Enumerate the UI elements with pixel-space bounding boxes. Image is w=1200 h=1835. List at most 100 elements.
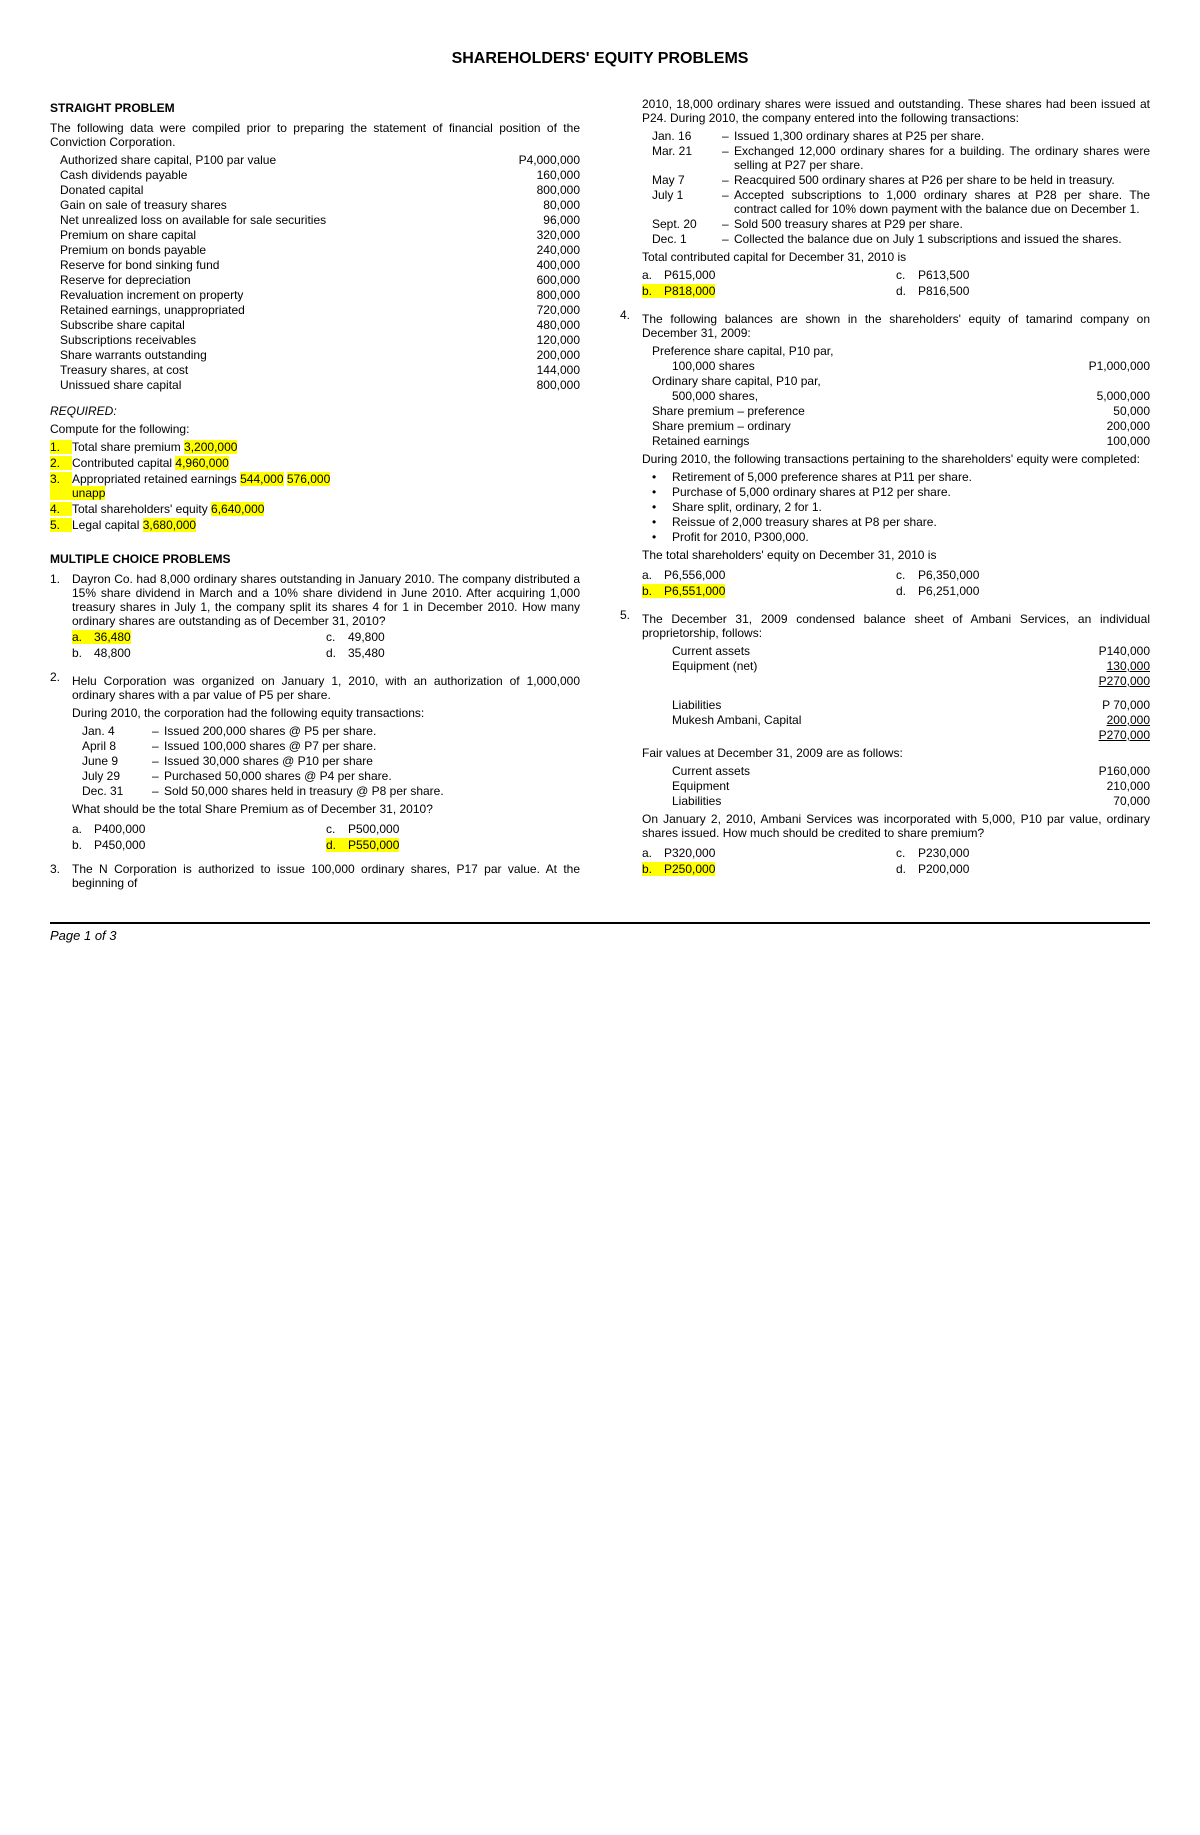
bs-value: P270,000 — [1060, 728, 1150, 742]
q4-b-letter: b. — [642, 584, 664, 598]
trans-date: May 7 — [652, 173, 722, 187]
table-value: P4,000,000 — [490, 153, 580, 167]
q5-choices-2: b.P250,000 d.P200,000 — [642, 862, 1150, 876]
table-label: Cash dividends payable — [60, 168, 490, 182]
table-value: 800,000 — [490, 183, 580, 197]
bs-value: 70,000 — [1060, 794, 1150, 808]
content-columns: STRAIGHT PROBLEM The following data were… — [50, 93, 1150, 892]
bullet-text: Share split, ordinary, 2 for 1. — [672, 500, 1150, 514]
q4-choices-2: b.P6,551,000 d.P6,251,000 — [642, 584, 1150, 598]
table-value: 120,000 — [490, 333, 580, 347]
bal-value: 5,000,000 — [1060, 389, 1150, 403]
q2-c-letter: c. — [326, 822, 348, 836]
q5-a-letter: a. — [642, 846, 664, 860]
trans-date: July 1 — [652, 188, 722, 216]
question-2: 2. Helu Corporation was organized on Jan… — [50, 670, 580, 820]
trans-desc: Sold 50,000 shares held in treasury @ P8… — [164, 784, 580, 798]
trans-desc: Issued 1,300 ordinary shares at P25 per … — [734, 129, 1150, 143]
q1-a-letter: a. — [72, 630, 94, 644]
q2-choices: a.P400,000 c.P500,000 — [72, 822, 580, 836]
table-label: Unissued share capital — [60, 378, 490, 392]
bal-label: Retained earnings — [652, 434, 1060, 448]
bs-label — [672, 674, 1060, 688]
q1-d: 35,480 — [348, 646, 385, 660]
q1-b-letter: b. — [72, 646, 94, 660]
trans-date: Dec. 31 — [82, 784, 152, 798]
trans-date: Jan. 4 — [82, 724, 152, 738]
req-body: Appropriated retained earnings 544,000 5… — [72, 472, 580, 500]
q1-choices-2: b.48,800 d.35,480 — [72, 646, 580, 660]
q2-b-letter: b. — [72, 838, 94, 852]
q1-number: 1. — [50, 572, 72, 628]
q2-ask: What should be the total Share Premium a… — [72, 802, 580, 816]
bullet-icon: • — [652, 530, 672, 544]
table-label: Premium on share capital — [60, 228, 490, 242]
q5-fv: Current assetsP160,000Equipment210,000Li… — [642, 764, 1150, 808]
bs-label: Current assets — [672, 644, 1060, 658]
table-label: Treasury shares, at cost — [60, 363, 490, 377]
table-value: 480,000 — [490, 318, 580, 332]
q4-a: P6,556,000 — [664, 568, 725, 582]
trans-date: April 8 — [82, 739, 152, 753]
bal-label: Share premium – ordinary — [652, 419, 1060, 433]
q5-number: 5. — [620, 608, 642, 844]
mcp-title: MULTIPLE CHOICE PROBLEMS — [50, 552, 580, 566]
q1-d-letter: d. — [326, 646, 348, 660]
table-label: Gain on sale of treasury shares — [60, 198, 490, 212]
bal-label: Ordinary share capital, P10 par, — [652, 374, 1060, 388]
q4-body: The following balances are shown in the … — [642, 308, 1150, 566]
bullet-text: Purchase of 5,000 ordinary shares at P12… — [672, 485, 1150, 499]
table-label: Revaluation increment on property — [60, 288, 490, 302]
bs-label: Liabilities — [672, 698, 1060, 712]
bullet-text: Retirement of 5,000 preference shares at… — [672, 470, 1150, 484]
table-value: 320,000 — [490, 228, 580, 242]
straight-intro: The following data were compiled prior t… — [50, 121, 580, 149]
q5-inc: On January 2, 2010, Ambani Services was … — [642, 812, 1150, 840]
bs-value: 200,000 — [1060, 713, 1150, 727]
q5-c: P230,000 — [918, 846, 969, 860]
q2-intro: Helu Corporation was organized on Januar… — [72, 674, 580, 702]
table-value: 80,000 — [490, 198, 580, 212]
table-label: Share warrants outstanding — [60, 348, 490, 362]
bal-value: P1,000,000 — [1060, 359, 1150, 373]
trans-date: Mar. 21 — [652, 144, 722, 172]
bullet-icon: • — [652, 485, 672, 499]
trans-date: Jan. 16 — [652, 129, 722, 143]
q4-ask: The total shareholders' equity on Decemb… — [642, 548, 1150, 562]
question-5: 5. The December 31, 2009 condensed balan… — [620, 608, 1150, 844]
table-label: Reserve for depreciation — [60, 273, 490, 287]
bs-value: P 70,000 — [1060, 698, 1150, 712]
q2-a-letter: a. — [72, 822, 94, 836]
page-footer: Page 1 of 3 — [50, 922, 1150, 943]
q1-text: Dayron Co. had 8,000 ordinary shares out… — [72, 572, 580, 628]
table-value: 200,000 — [490, 348, 580, 362]
table-value: 800,000 — [490, 288, 580, 302]
required-label: REQUIRED: — [50, 404, 580, 418]
question-1: 1. Dayron Co. had 8,000 ordinary shares … — [50, 572, 580, 628]
req-body: Total share premium 3,200,000 — [72, 440, 580, 454]
q3-d-letter: d. — [896, 284, 918, 298]
q4-text: The following balances are shown in the … — [642, 312, 1150, 340]
table-value: 144,000 — [490, 363, 580, 377]
req-body: Contributed capital 4,960,000 — [72, 456, 580, 470]
q4-c: P6,350,000 — [918, 568, 979, 582]
bs-label: Liabilities — [672, 794, 1060, 808]
bullet-text: Profit for 2010, P300,000. — [672, 530, 1150, 544]
bs-label: Equipment — [672, 779, 1060, 793]
q3-c-letter: c. — [896, 268, 918, 282]
q2-c: P500,000 — [348, 822, 399, 836]
bullet-icon: • — [652, 470, 672, 484]
table-value: 600,000 — [490, 273, 580, 287]
bal-value: 50,000 — [1060, 404, 1150, 418]
data-table: Authorized share capital, P100 par value… — [50, 153, 580, 392]
bs-value: P140,000 — [1060, 644, 1150, 658]
table-value: 96,000 — [490, 213, 580, 227]
q5-bs1: Current assetsP140,000Equipment (net)130… — [642, 644, 1150, 688]
trans-date: Dec. 1 — [652, 232, 722, 246]
q5-c-letter: c. — [896, 846, 918, 860]
bal-label: Preference share capital, P10 par, — [652, 344, 1060, 358]
table-label: Donated capital — [60, 183, 490, 197]
q3-a: P615,000 — [664, 268, 715, 282]
q3-b: P818,000 — [664, 284, 715, 298]
q5-b-letter: b. — [642, 862, 664, 876]
